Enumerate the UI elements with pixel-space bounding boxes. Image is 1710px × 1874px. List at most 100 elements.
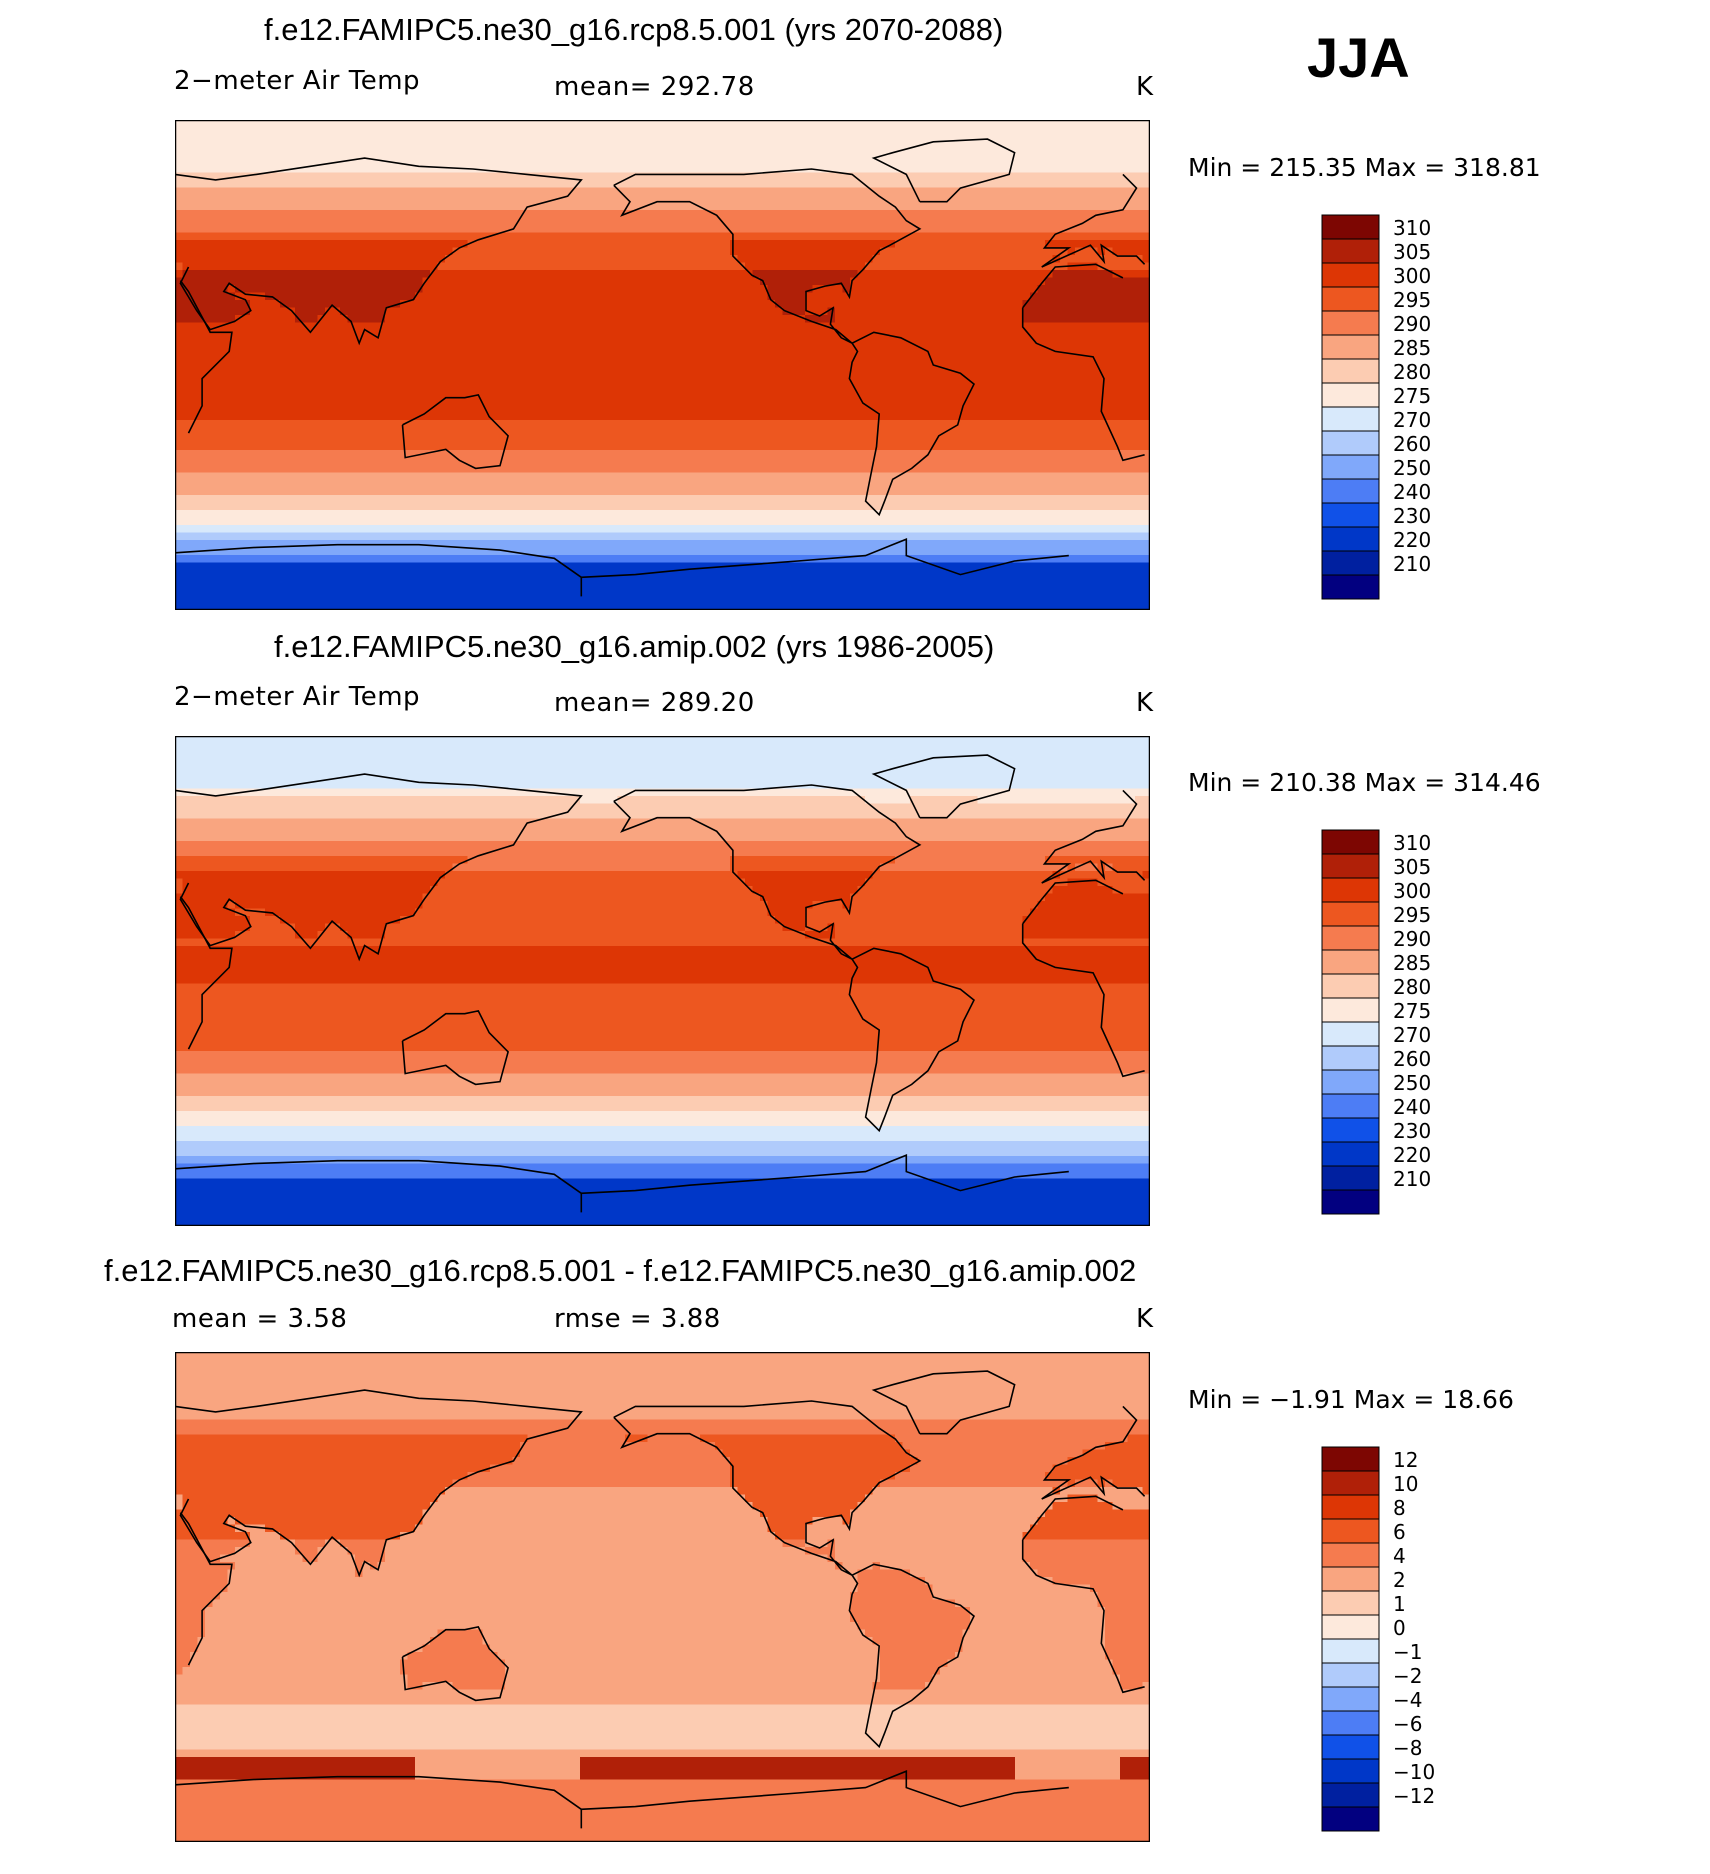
eurasia-coastline — [175, 157, 1146, 346]
colorbar-swatch — [1321, 1710, 1380, 1736]
colorbar-label: 260 — [1393, 1047, 1431, 1071]
colorbar-swatch — [1321, 1470, 1380, 1496]
colorbar-swatch — [1321, 286, 1380, 312]
eurasia-coastline — [175, 1389, 1146, 1578]
colorbar-swatch — [1321, 1758, 1380, 1784]
colorbar-label: −4 — [1393, 1688, 1422, 1712]
colorbar-label: 270 — [1393, 1023, 1431, 1047]
colorbar-label: 295 — [1393, 288, 1431, 312]
colorbar-swatch — [1321, 901, 1380, 927]
antarctica-coastline — [175, 538, 1069, 597]
colorbar-swatch — [1321, 1686, 1380, 1712]
colorbar-swatch — [1321, 973, 1380, 999]
eurasia-coastline — [175, 773, 1146, 962]
africa-coastline — [179, 879, 1145, 1078]
colorbar-label: 300 — [1393, 264, 1431, 288]
greenland-coastline — [871, 138, 1016, 203]
colorbar-label: 4 — [1393, 1544, 1406, 1568]
colorbar-swatch — [1321, 478, 1380, 504]
colorbar-label: 310 — [1393, 831, 1431, 855]
panel-3-rmse-label: rmse = 3.88 — [554, 1304, 721, 1334]
panel-2-colorbar: 310 305 300 295 290 285 280 275 270 260 250 240 230 2… — [1321, 829, 1442, 1215]
colorbar-label: 285 — [1393, 336, 1431, 360]
field-cells — [175, 120, 1150, 610]
field-cells — [175, 1352, 1150, 1842]
antarctica-coastline — [175, 1770, 1069, 1829]
colorbar-swatch — [1321, 238, 1380, 264]
colorbar-swatch — [1321, 262, 1380, 288]
colorbar-label: 285 — [1393, 951, 1431, 975]
colorbar-swatch — [1321, 1662, 1380, 1688]
colorbar-label: −6 — [1393, 1712, 1422, 1736]
panel-2-title: f.e12.FAMIPC5.ne30_g16.amip.002 (yrs 198… — [274, 629, 994, 665]
panel-1-title: f.e12.FAMIPC5.ne30_g16.rcp8.5.001 (yrs 2… — [264, 12, 1003, 48]
northamerica-coastline — [613, 168, 922, 344]
colorbar-label: 220 — [1393, 528, 1431, 552]
colorbar-label: −1 — [1393, 1640, 1422, 1664]
panel-1-map — [175, 120, 1150, 610]
colorbar-swatch — [1321, 526, 1380, 552]
colorbar-label: 300 — [1393, 879, 1431, 903]
colorbar-swatch — [1321, 310, 1380, 336]
colorbar-label: −10 — [1393, 1760, 1435, 1784]
australia-coastline — [401, 393, 509, 470]
colorbar-swatch — [1321, 1189, 1380, 1215]
colorbar-label: 280 — [1393, 975, 1431, 999]
southamerica-coastline — [848, 1563, 976, 1749]
panel-3-minmax: Min = −1.91 Max = 18.66 — [1188, 1385, 1514, 1414]
colorbar-label: −2 — [1393, 1664, 1422, 1688]
colorbar-swatch — [1321, 1734, 1380, 1760]
colorbar-label: 8 — [1393, 1496, 1406, 1520]
greenland-coastline — [871, 1370, 1016, 1435]
map-frame — [175, 736, 1150, 1226]
africa-coastline — [179, 263, 1145, 462]
colorbar-swatch — [1321, 1045, 1380, 1071]
colorbar-label: 240 — [1393, 1095, 1431, 1119]
colorbar-swatch — [1321, 949, 1380, 975]
colorbar-label: −12 — [1393, 1784, 1435, 1808]
panel-3-colorbar: 12 10 8 6 4 2 1 0 −1 −2 −4 −6 −8 −10 −12 — [1321, 1446, 1442, 1832]
panel-3-title: f.e12.FAMIPC5.ne30_g16.rcp8.5.001 - f.e1… — [104, 1253, 1136, 1289]
map-frame — [175, 120, 1150, 610]
colorbar-swatch — [1321, 358, 1380, 384]
africa-coastline — [179, 1495, 1145, 1694]
colorbar-label: 295 — [1393, 903, 1431, 927]
colorbar-label: 230 — [1393, 504, 1431, 528]
northamerica-coastline — [613, 1400, 922, 1576]
panel-3-mean-label: mean = 3.58 — [172, 1304, 347, 1334]
australia-coastline — [401, 1625, 509, 1702]
colorbar-swatch — [1321, 1021, 1380, 1047]
panel-2-mean-label: mean= 289.20 — [554, 688, 755, 718]
panel-1-units: K — [1136, 72, 1154, 102]
colorbar-swatch — [1321, 1806, 1380, 1832]
colorbar-label: 290 — [1393, 927, 1431, 951]
colorbar-swatch — [1321, 1446, 1380, 1472]
colorbar-swatch — [1321, 1117, 1380, 1143]
colorbar-label: −8 — [1393, 1736, 1422, 1760]
colorbar-swatch — [1321, 925, 1380, 951]
colorbar-swatch — [1321, 1494, 1380, 1520]
panel-2-minmax: Min = 210.38 Max = 314.46 — [1188, 768, 1541, 797]
colorbar-swatch — [1321, 502, 1380, 528]
colorbar-label: 280 — [1393, 360, 1431, 384]
colorbar-swatch — [1321, 997, 1380, 1023]
colorbar-swatch — [1321, 214, 1380, 240]
colorbar-label: 240 — [1393, 480, 1431, 504]
colorbar-swatch — [1321, 1614, 1380, 1640]
colorbar-label: 310 — [1393, 216, 1431, 240]
panel-2-variable-label: 2−meter Air Temp — [174, 682, 420, 712]
colorbar-swatch — [1321, 550, 1380, 576]
colorbar-label: 275 — [1393, 999, 1431, 1023]
colorbar-swatch — [1321, 334, 1380, 360]
colorbar-swatch — [1321, 574, 1380, 600]
colorbar-label: 210 — [1393, 552, 1431, 576]
colorbar-swatch — [1321, 430, 1380, 456]
colorbar-label: 270 — [1393, 408, 1431, 432]
colorbar-swatch — [1321, 1590, 1380, 1616]
colorbar-swatch — [1321, 877, 1380, 903]
colorbar-label: 6 — [1393, 1520, 1406, 1544]
field-cells — [175, 736, 1150, 1226]
colorbar-swatch — [1321, 1518, 1380, 1544]
colorbar-label: 305 — [1393, 855, 1431, 879]
northamerica-coastline — [613, 784, 922, 960]
